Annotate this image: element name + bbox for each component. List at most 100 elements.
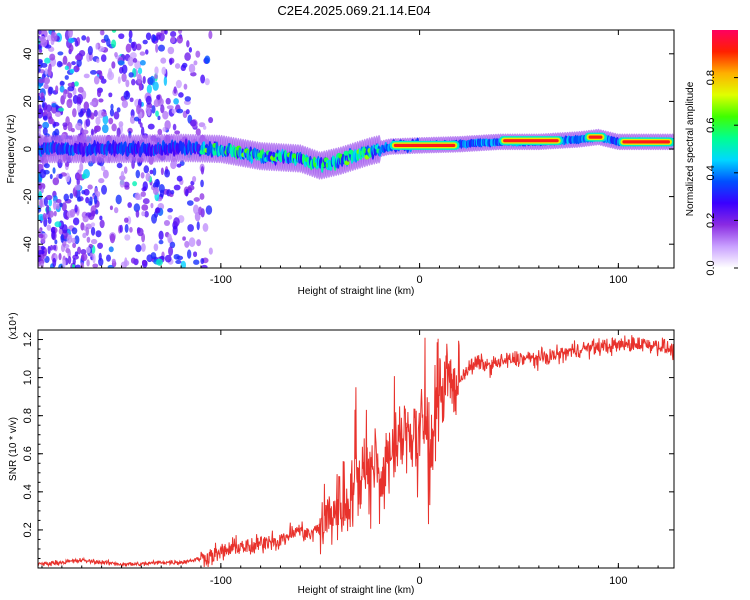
heatmap-noise-cell [67, 30, 73, 38]
heatmap-noise-cell [80, 222, 85, 231]
heatmap-noise-cell [49, 53, 56, 61]
heatmap-noise-cell [79, 162, 84, 172]
heatmap-noise-cell [123, 181, 130, 188]
heatmap-noise-cell [120, 170, 125, 179]
heatmap-noise-cell [123, 166, 128, 174]
heatmap-noise-cell [188, 47, 193, 53]
heatmap-noise-cell [116, 162, 123, 169]
heatmap-noise-cell [158, 230, 164, 240]
heatmap-noise-cell [56, 198, 62, 204]
heatmap-noise-cell [50, 31, 58, 42]
heatmap-noise-cell [71, 237, 76, 244]
heatmap-noise-cell [193, 204, 199, 215]
heatmap-noise-cell [142, 75, 146, 84]
colorbar-bar [712, 30, 738, 268]
spectrogram-x-axis-label: Height of straight line (km) [298, 286, 415, 297]
heatmap-noise-cell [74, 251, 79, 257]
heatmap-noise-cell [116, 107, 121, 113]
heatmap-noise-cell [164, 30, 168, 35]
heatmap-noise-cell [72, 108, 77, 118]
heatmap-noise-cell [176, 35, 183, 44]
heatmap-noise-cell [114, 52, 118, 58]
heatmap-noise-cell [87, 45, 93, 56]
heatmap-noise-cell [38, 30, 42, 35]
heatmap-noise-cell [68, 44, 74, 53]
heatmap-noise-cell [155, 110, 159, 117]
heatmap-noise-cell [43, 83, 49, 90]
heatmap-noise-cell [173, 98, 179, 105]
heatmap-noise-cell [82, 215, 89, 223]
heatmap-noise-cell [175, 259, 182, 264]
heatmap-noise-cell [168, 246, 174, 257]
heatmap-noise-cell [117, 76, 121, 84]
snr-y-tick-label: 0.2 [22, 522, 34, 537]
heatmap-noise-cell [135, 169, 141, 179]
heatmap-noise-cell [107, 71, 115, 81]
heatmap-noise-cell [102, 114, 109, 125]
heatmap-noise-cell [202, 223, 209, 232]
heatmap-noise-cell [62, 55, 68, 65]
heatmap-noise-cell [141, 187, 147, 192]
heatmap-noise-cell [55, 112, 62, 118]
heatmap-noise-cell [160, 104, 165, 114]
heatmap-noise-cell [108, 117, 114, 125]
heatmap-noise-cell [38, 260, 42, 267]
heatmap-noise-cell [136, 227, 144, 237]
heatmap-noise-cell [93, 109, 98, 117]
snr-y-tick-label: 0.4 [22, 484, 34, 499]
heatmap-noise-cell [204, 55, 211, 64]
spectrogram-y-tick-label: 0 [22, 146, 34, 152]
heatmap-noise-cell [54, 221, 62, 228]
heatmap-noise-cell [182, 236, 186, 241]
heatmap-noise-cell [186, 40, 190, 48]
snr-x-tick-label: 100 [609, 575, 627, 587]
heatmap-noise-cell [172, 123, 177, 131]
heatmap-noise-cell [152, 182, 159, 189]
heatmap-noise-cell [129, 226, 133, 233]
heatmap-strong-core [393, 143, 456, 148]
heatmap-noise-cell [154, 207, 161, 214]
heatmap-noise-cell [52, 177, 60, 186]
heatmap-noise-cell [38, 108, 44, 119]
heatmap-noise-cell [89, 252, 94, 257]
heatmap-noise-cell [150, 202, 154, 209]
heatmap-noise-cell [61, 202, 67, 212]
heatmap-noise-cell [193, 60, 198, 66]
heatmap-noise-cell [208, 247, 213, 255]
heatmap-noise-cell [48, 198, 53, 207]
spectrogram-heatmap [38, 30, 674, 268]
heatmap-noise-cell [131, 41, 137, 52]
heatmap-noise-cell [176, 108, 184, 114]
heatmap-noise-cell [50, 226, 56, 234]
heatmap-noise-cell [42, 127, 48, 136]
heatmap-noise-cell [99, 30, 105, 36]
heatmap-noise-cell [38, 95, 41, 101]
heatmap-noise-cell [111, 258, 116, 264]
heatmap-noise-cell [101, 111, 108, 117]
heatmap-noise-cell [174, 63, 181, 69]
heatmap-noise-cell [121, 72, 127, 83]
heatmap-noise-cell [165, 97, 171, 105]
heatmap-noise-cell [200, 166, 205, 175]
heatmap-noise-cell [145, 172, 151, 182]
snr-y-tick-label: 1.2 [22, 332, 34, 347]
heatmap-noise-cell [45, 194, 53, 201]
heatmap-noise-cell [145, 95, 152, 105]
heatmap-noise-cell [99, 215, 103, 221]
heatmap-noise-cell [149, 169, 154, 175]
heatmap-noise-cell [69, 193, 74, 199]
heatmap-strong-core [503, 139, 559, 143]
spectrogram-x-tick-label: 100 [609, 274, 627, 286]
heatmap-noise-cell [52, 200, 57, 211]
heatmap-noise-cell [139, 60, 146, 66]
heatmap-noise-cell [119, 224, 123, 233]
heatmap-noise-cell [53, 210, 57, 217]
heatmap-noise-cell [77, 246, 82, 255]
heatmap-noise-cell [52, 121, 60, 127]
heatmap-noise-cell [54, 128, 60, 137]
heatmap-noise-cell [146, 84, 152, 94]
heatmap-noise-cell [74, 264, 82, 268]
heatmap-noise-cell [193, 197, 200, 202]
heatmap-noise-cell [100, 54, 107, 63]
